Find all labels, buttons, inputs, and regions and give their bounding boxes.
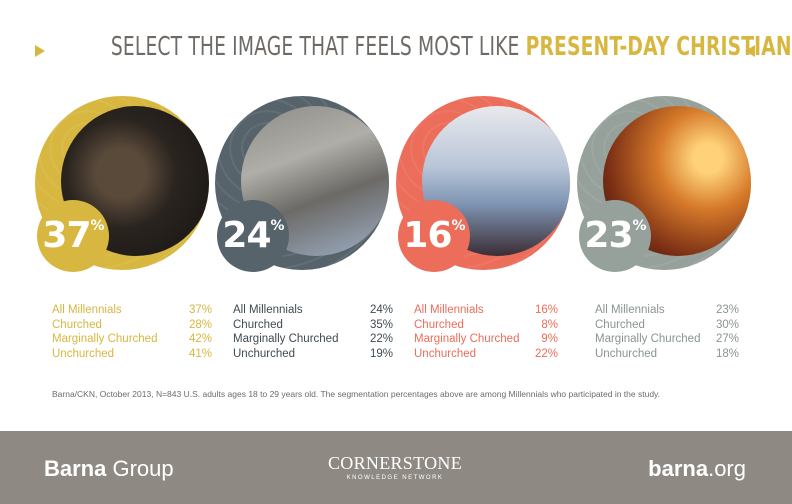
percent-badge-2: 24%	[217, 200, 289, 272]
title-plain-text: SELECT THE IMAGE THAT FEELS MOST LIKE	[110, 32, 526, 62]
cornerstone-logo: CORNERSTONE KNOWLEDGE NETWORK	[328, 453, 462, 481]
percent-sign: %	[270, 218, 285, 234]
stat-row: All Millennials 23%	[595, 304, 739, 316]
page-title: SELECT THE IMAGE THAT FEELS MOST LIKE PR…	[110, 32, 792, 62]
stat-row: Marginally Churched 42%	[52, 333, 212, 345]
stat-row: All Millennials 37%	[52, 304, 212, 316]
barna-group-logo: Barna Group	[44, 456, 174, 481]
percent-badge-1: 37%	[37, 200, 109, 272]
option-circle-4[interactable]	[577, 96, 751, 270]
stat-row: Churched 8%	[414, 318, 558, 331]
stat-row: Churched 30%	[595, 318, 739, 331]
stat-row: Unchurched 18%	[595, 347, 739, 360]
stat-row: Unchurched 41%	[52, 347, 212, 360]
stat-row: All Millennials 24%	[233, 304, 393, 316]
percent-sign: %	[632, 218, 647, 234]
stats-list-3: All Millennials 16% Churched 8% Marginally…	[414, 303, 558, 361]
stat-row: Marginally Churched 22%	[233, 333, 393, 345]
percent-value: 23	[584, 215, 633, 256]
stat-row: Churched 28%	[52, 318, 212, 331]
stats-list-1: All Millennials 37% Churched 28% Marginall…	[52, 303, 212, 361]
stat-row: Churched 35%	[233, 318, 393, 331]
source-footnote: Barna/CKN, October 2013, N=843 U.S. adul…	[52, 389, 661, 399]
percent-badge-3: 16%	[398, 200, 470, 272]
stat-row: Marginally Churched 27%	[595, 333, 739, 345]
footer-bar: Barna Group CORNERSTONE KNOWLEDGE NETWOR…	[0, 431, 792, 504]
stat-row: Unchurched 22%	[414, 347, 558, 360]
title-right-triangle-icon	[745, 45, 755, 57]
stats-list-2: All Millennials 24% Churched 35% Marginall…	[233, 303, 393, 361]
stats-list-4: All Millennials 23% Churched 30% Marginall…	[595, 303, 739, 361]
stat-row: Unchurched 19%	[233, 347, 393, 360]
stat-row: All Millennials 16%	[414, 304, 558, 316]
percent-sign: %	[451, 218, 466, 234]
percent-badge-4: 23%	[579, 200, 651, 272]
stat-row: Marginally Churched 9%	[414, 333, 558, 345]
percent-sign: %	[90, 218, 105, 234]
percent-value: 16	[403, 215, 452, 256]
barna-org-link[interactable]: barna.org	[648, 456, 746, 481]
percent-value: 37	[42, 215, 91, 256]
title-left-triangle-icon	[35, 45, 45, 57]
percent-value: 24	[222, 215, 271, 256]
